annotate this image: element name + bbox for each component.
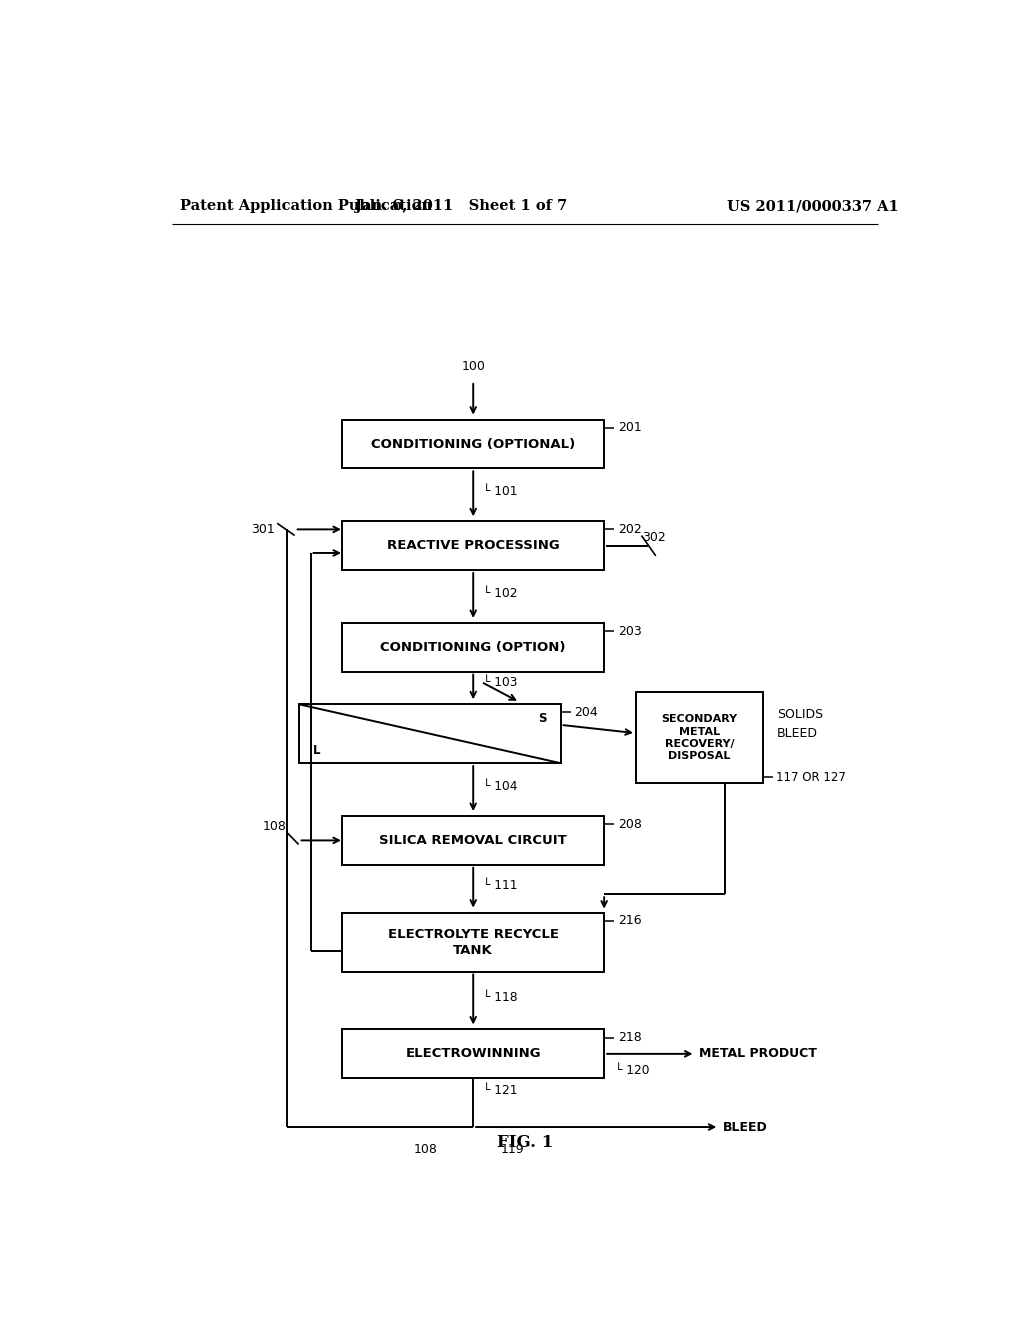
Text: Jan. 6, 2011   Sheet 1 of 7: Jan. 6, 2011 Sheet 1 of 7 [355,199,567,213]
Text: US 2011/0000337 A1: US 2011/0000337 A1 [727,199,899,213]
Bar [342,1030,604,1078]
Bar [342,521,604,570]
Text: 201: 201 [617,421,641,434]
Text: S: S [538,713,546,725]
Text: SOLIDS: SOLIDS [777,709,823,721]
Text: FIG. 1: FIG. 1 [497,1134,553,1151]
Text: └ 121: └ 121 [482,1084,517,1097]
Text: 108: 108 [263,820,287,833]
Text: SECONDARY
METAL
RECOVERY/
DISPOSAL: SECONDARY METAL RECOVERY/ DISPOSAL [662,714,737,762]
Text: 208: 208 [617,817,641,830]
Text: 301: 301 [251,523,274,536]
Text: 117 OR 127: 117 OR 127 [776,771,846,784]
Text: 100: 100 [461,360,485,374]
Text: 204: 204 [574,706,598,719]
Text: └ 104: └ 104 [482,780,517,793]
Text: ELECTROLYTE RECYCLE
TANK: ELECTROLYTE RECYCLE TANK [388,928,559,957]
Text: METAL PRODUCT: METAL PRODUCT [699,1047,817,1060]
Text: └ 101: └ 101 [482,486,517,498]
Text: L: L [313,744,321,758]
Bar [342,623,604,672]
Text: ELECTROWINNING: ELECTROWINNING [406,1047,541,1060]
Text: └ 102: └ 102 [482,587,517,599]
Text: 119: 119 [501,1143,524,1156]
Text: SILICA REMOVAL CIRCUIT: SILICA REMOVAL CIRCUIT [379,834,567,847]
Bar [342,912,604,972]
Text: 218: 218 [617,1031,641,1044]
Bar [299,704,560,763]
Text: 202: 202 [617,523,641,536]
Text: Patent Application Publication: Patent Application Publication [179,199,431,213]
Text: └ 111: └ 111 [482,879,517,892]
Text: REACTIVE PROCESSING: REACTIVE PROCESSING [387,539,559,552]
Text: BLEED: BLEED [723,1121,768,1134]
Bar [342,420,604,469]
Text: 302: 302 [642,531,666,544]
Text: └ 103: └ 103 [482,676,517,689]
Bar [636,692,763,784]
Text: 108: 108 [414,1143,437,1156]
Text: └ 118: └ 118 [482,991,517,1005]
Bar [342,816,604,865]
Text: CONDITIONING (OPTION): CONDITIONING (OPTION) [381,640,566,653]
Text: 203: 203 [617,624,641,638]
Text: 216: 216 [617,915,641,927]
Text: BLEED: BLEED [777,727,818,739]
Text: CONDITIONING (OPTIONAL): CONDITIONING (OPTIONAL) [371,437,575,450]
Text: └ 120: └ 120 [615,1064,650,1077]
